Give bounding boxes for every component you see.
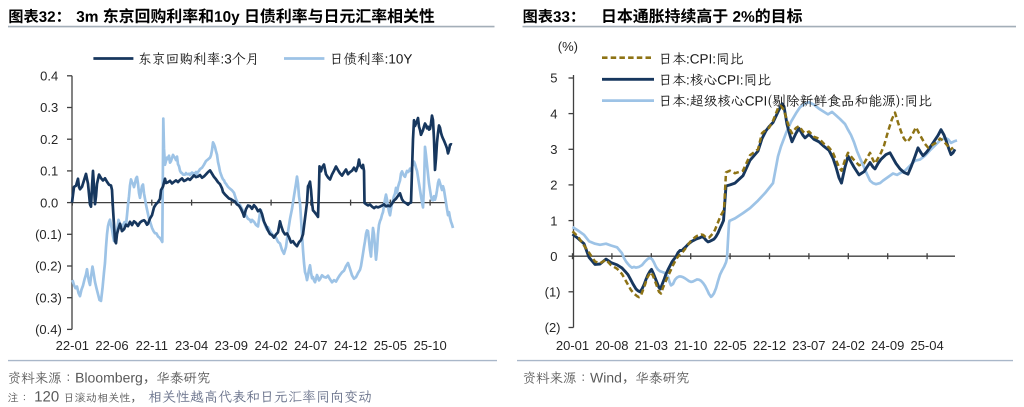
svg-text:22-05: 22-05 xyxy=(713,338,746,353)
svg-text:21-03: 21-03 xyxy=(635,338,668,353)
svg-text:24-07: 24-07 xyxy=(294,338,327,353)
svg-text:24-02: 24-02 xyxy=(254,338,287,353)
svg-text:(1): (1) xyxy=(545,285,561,300)
svg-text:25-04: 25-04 xyxy=(910,338,943,353)
svg-text:2: 2 xyxy=(550,178,557,193)
svg-text:0.1: 0.1 xyxy=(40,164,58,179)
svg-text:(2): (2) xyxy=(545,320,561,335)
svg-text:24-12: 24-12 xyxy=(334,338,367,353)
svg-text:4: 4 xyxy=(550,106,557,121)
svg-text:(0.2): (0.2) xyxy=(35,259,62,274)
svg-text:22-06: 22-06 xyxy=(95,338,128,353)
svg-text:(%): (%) xyxy=(558,39,578,54)
svg-text:24-02: 24-02 xyxy=(832,338,865,353)
svg-text:5: 5 xyxy=(550,71,557,86)
svg-text:20-08: 20-08 xyxy=(595,338,628,353)
svg-text:22-11: 22-11 xyxy=(136,338,168,353)
svg-text:(0.1): (0.1) xyxy=(35,227,62,242)
svg-text:24-09: 24-09 xyxy=(871,338,904,353)
svg-text:21-10: 21-10 xyxy=(674,338,707,353)
svg-text:20-01: 20-01 xyxy=(556,338,589,353)
svg-text:22-12: 22-12 xyxy=(753,338,786,353)
svg-text:0.0: 0.0 xyxy=(40,195,58,210)
svg-text:0.4: 0.4 xyxy=(40,69,58,84)
svg-text:23-09: 23-09 xyxy=(215,338,248,353)
svg-text:1: 1 xyxy=(550,213,557,228)
svg-text:25-05: 25-05 xyxy=(374,338,407,353)
svg-text:23-07: 23-07 xyxy=(792,338,825,353)
svg-text:0: 0 xyxy=(550,249,557,264)
svg-text:(0.4): (0.4) xyxy=(35,322,62,337)
svg-text:23-04: 23-04 xyxy=(175,338,208,353)
svg-text:22-01: 22-01 xyxy=(56,338,89,353)
svg-text:0.3: 0.3 xyxy=(40,100,58,115)
svg-text:25-10: 25-10 xyxy=(413,338,446,353)
svg-text:0.2: 0.2 xyxy=(40,132,58,147)
svg-text:3: 3 xyxy=(550,142,557,157)
svg-text:(0.3): (0.3) xyxy=(35,290,62,305)
